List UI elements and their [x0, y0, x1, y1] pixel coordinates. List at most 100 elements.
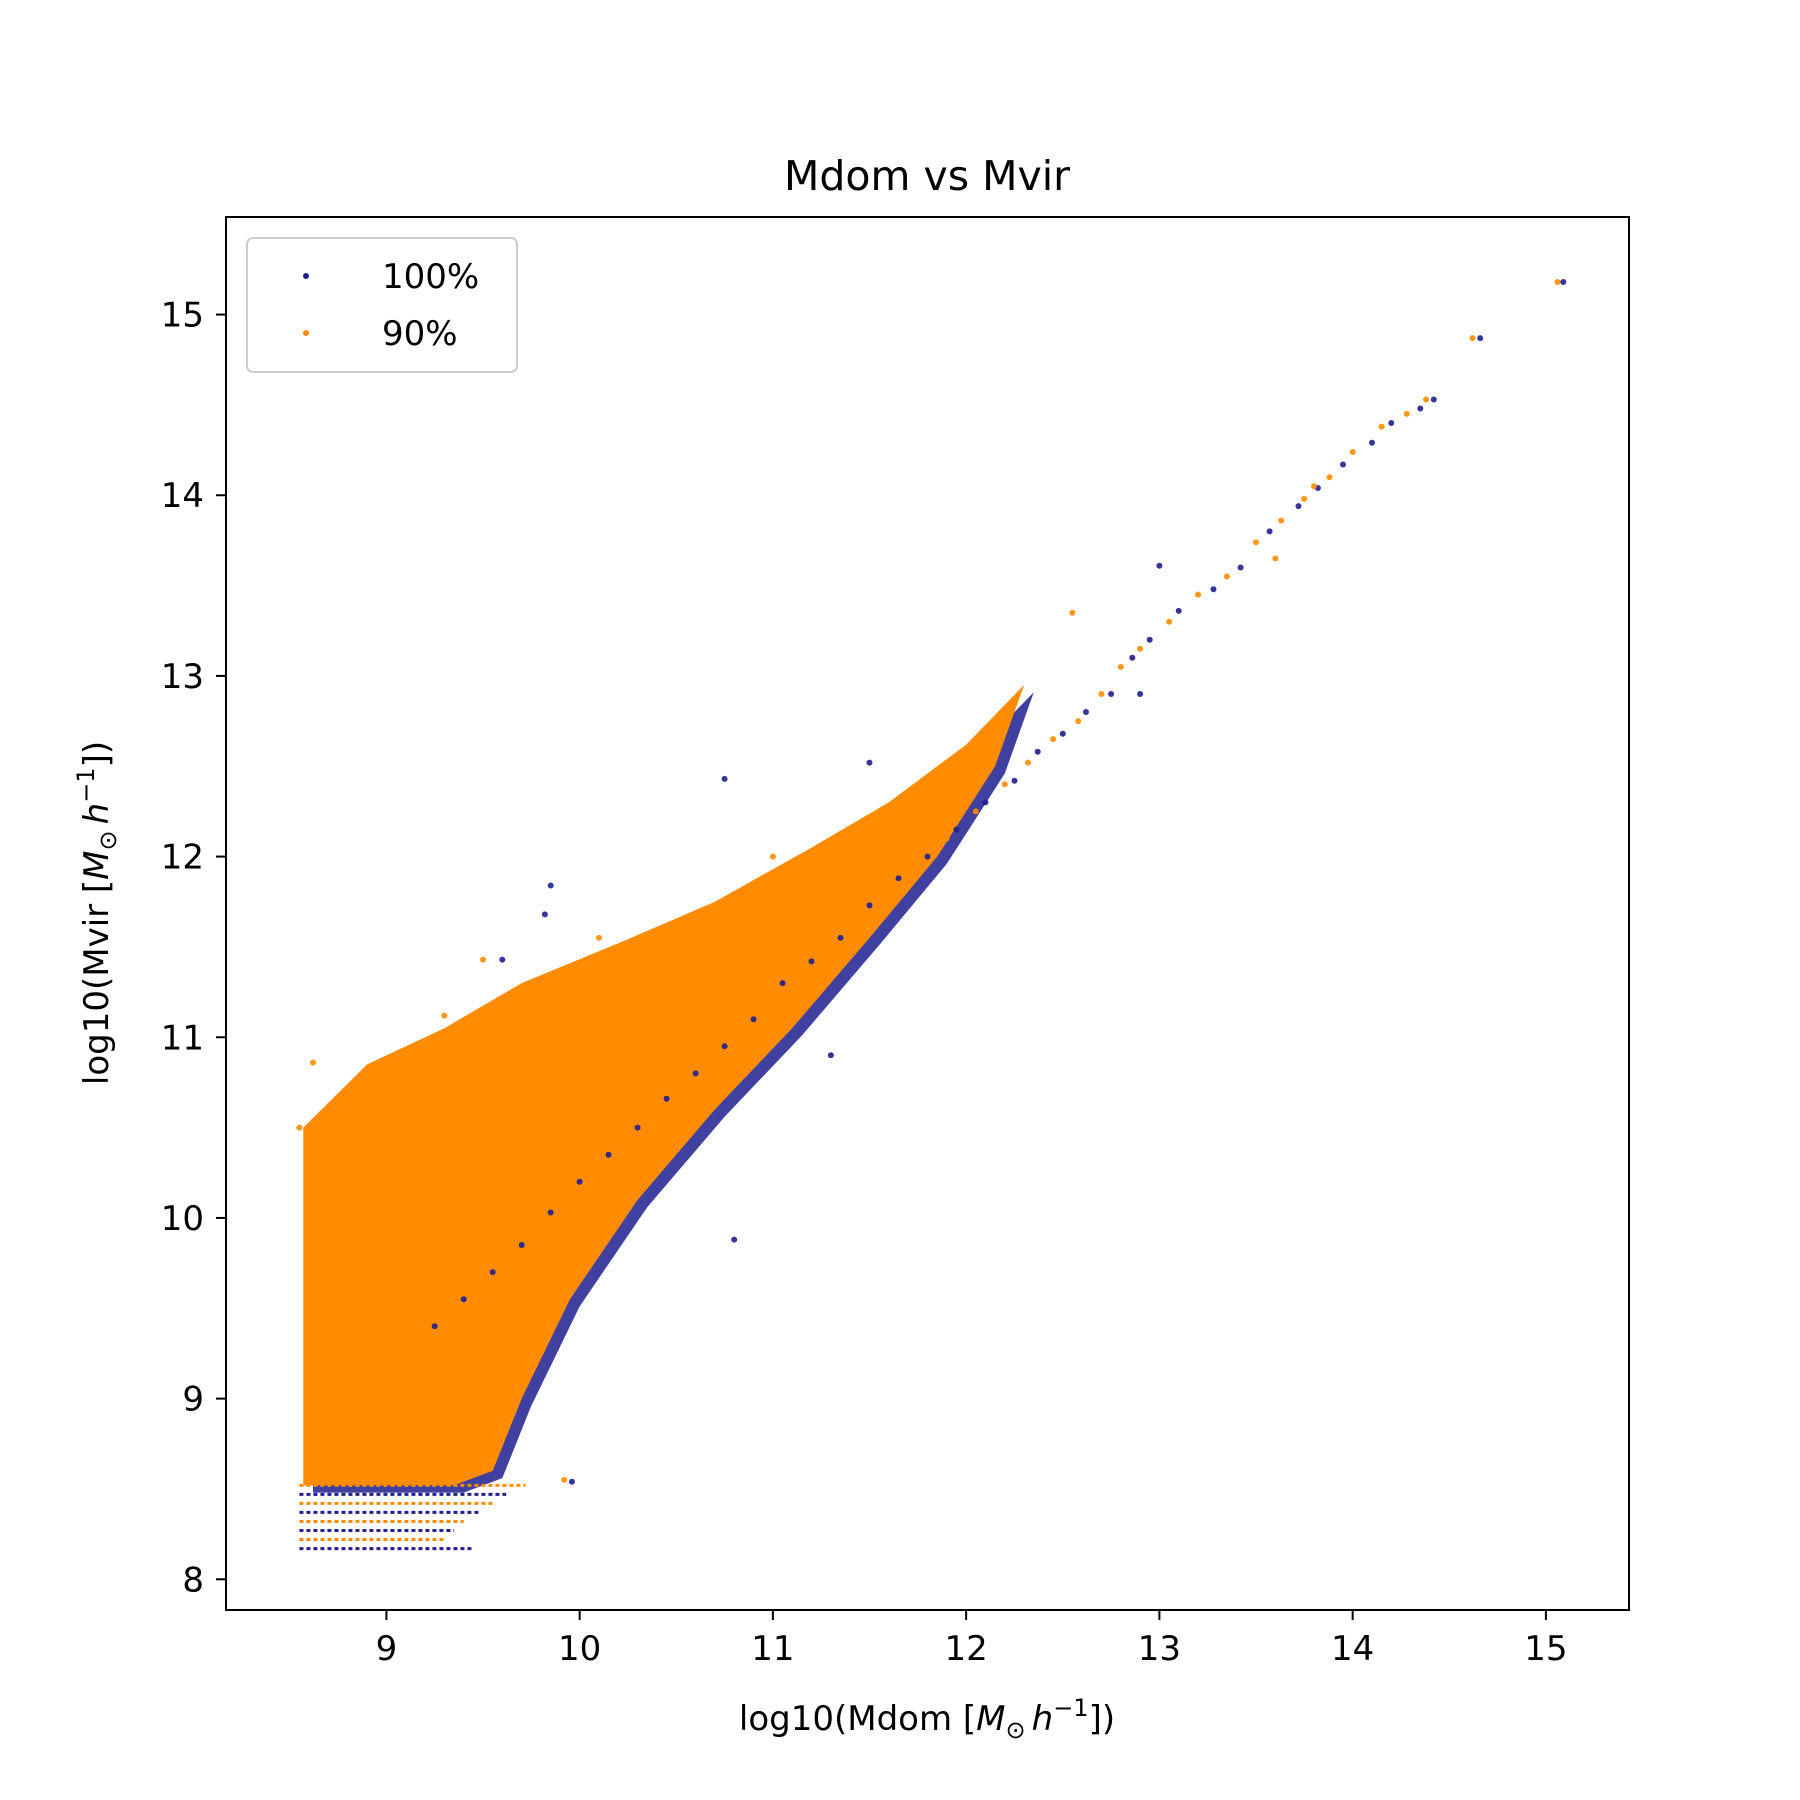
point-100	[1156, 562, 1163, 569]
x-axis: 9 10 11 12 13 14 15	[376, 1610, 1568, 1669]
legend: 100% 90%	[246, 237, 518, 373]
x-axis-label: log10(Mdom [M⊙ h−1])	[739, 1694, 1115, 1744]
point-100	[460, 1296, 467, 1303]
legend-label-100: 100%	[382, 257, 479, 297]
point-100	[518, 1242, 525, 1248]
point-100	[866, 759, 873, 766]
point-90	[1349, 448, 1356, 455]
point-90	[1469, 335, 1476, 342]
point-90	[827, 943, 834, 950]
point-100	[663, 1095, 670, 1102]
point-90	[567, 1187, 573, 1194]
point-100	[1266, 528, 1273, 535]
point-100	[1417, 405, 1424, 412]
x-tick-label: 9	[376, 1629, 398, 1669]
point-100	[827, 1052, 834, 1059]
point-100	[1560, 279, 1567, 285]
point-90	[1025, 759, 1031, 766]
point-90	[914, 862, 921, 869]
point-100	[541, 911, 548, 918]
point-90	[1311, 483, 1317, 490]
x-tick-label: 15	[1524, 1629, 1567, 1669]
point-90	[480, 956, 486, 963]
point-90	[596, 934, 602, 941]
point-100	[1137, 691, 1144, 697]
plot-area	[296, 279, 1567, 1551]
y-tick-label: 10	[161, 1199, 204, 1239]
point-90	[1554, 279, 1561, 285]
point-90	[310, 1059, 316, 1066]
point-90	[1117, 663, 1124, 670]
x-tick-label: 11	[751, 1629, 794, 1669]
point-90	[653, 1106, 660, 1113]
point-90	[1253, 539, 1259, 546]
point-100	[1237, 564, 1244, 571]
point-90	[769, 989, 776, 996]
y-tick-label: 11	[161, 1018, 204, 1058]
point-100	[1210, 586, 1217, 593]
point-100	[1011, 777, 1018, 784]
point-90	[885, 886, 892, 893]
point-90	[1050, 736, 1057, 743]
y-tick-label: 8	[182, 1560, 204, 1600]
point-90	[1098, 691, 1105, 697]
point-100	[576, 1178, 583, 1185]
point-90	[1166, 618, 1173, 625]
legend-box	[246, 237, 518, 373]
point-100	[605, 1151, 612, 1158]
point-100	[692, 1070, 699, 1077]
point-100	[1108, 691, 1115, 697]
point-100	[837, 934, 844, 941]
point-90	[1423, 396, 1430, 403]
point-100	[568, 1478, 575, 1485]
y-axis-label: log10(Mvir [M⊙h−1])	[72, 741, 122, 1085]
point-100	[779, 980, 786, 987]
point-90	[1195, 591, 1202, 598]
point-90	[798, 965, 805, 972]
point-100	[1146, 636, 1153, 643]
point-90	[1224, 573, 1230, 580]
point-100	[721, 775, 728, 782]
point-100	[431, 1323, 438, 1330]
point-90	[1326, 474, 1333, 481]
point-100	[1129, 654, 1136, 661]
point-100	[750, 1016, 757, 1023]
point-100	[924, 853, 931, 860]
point-90	[561, 1476, 568, 1483]
y-tick-label: 15	[161, 296, 204, 336]
point-100	[634, 1124, 641, 1131]
point-100	[1059, 730, 1066, 737]
density-region-orange	[303, 684, 1025, 1486]
legend-marker-100	[303, 273, 309, 279]
point-90	[1278, 517, 1285, 524]
point-100	[547, 1209, 554, 1216]
point-90	[441, 1012, 448, 1019]
point-90	[1069, 609, 1076, 616]
point-100	[953, 826, 960, 833]
point-90	[740, 1025, 747, 1032]
point-100	[1369, 439, 1375, 446]
point-100	[731, 1236, 738, 1243]
point-100	[547, 882, 554, 889]
point-90	[1403, 410, 1410, 417]
point-90	[769, 853, 776, 860]
y-tick-label: 13	[161, 657, 204, 697]
point-90	[538, 1218, 544, 1225]
x-tick-label: 13	[1138, 1629, 1181, 1669]
point-100	[1034, 748, 1041, 755]
point-90	[711, 1048, 718, 1055]
point-90	[1378, 423, 1385, 430]
legend-marker-90	[303, 330, 309, 336]
point-100	[1477, 335, 1484, 342]
point-100	[1175, 607, 1182, 614]
y-axis: 8 9 10 11 12 13 14 15	[161, 296, 226, 1600]
point-100	[866, 902, 873, 909]
point-100	[1083, 709, 1089, 715]
x-tick-label: 14	[1331, 1629, 1374, 1669]
x-tick-label: 12	[945, 1629, 988, 1669]
point-100	[489, 1269, 496, 1276]
point-100	[895, 875, 902, 882]
point-100	[1295, 503, 1302, 510]
plot-frame	[225, 216, 1630, 1611]
point-90	[480, 1272, 486, 1279]
